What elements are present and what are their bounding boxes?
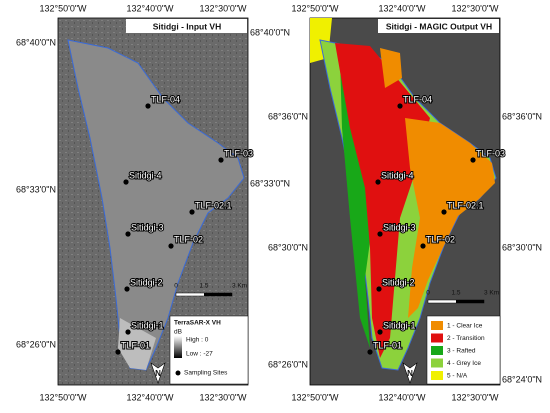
site-label: TLF-02.1 xyxy=(447,200,484,210)
latitude-label: 68°30'0"N xyxy=(502,242,542,252)
scale-label: 0 xyxy=(174,283,178,290)
north-label: N xyxy=(407,369,413,378)
latitude-label: 68°36'0"N xyxy=(502,111,542,121)
legend-label: 3 - Rafted xyxy=(447,348,476,355)
legend-low: Low : -27 xyxy=(186,351,213,358)
sampling-site xyxy=(189,209,195,215)
site-label: TLF-02.1 xyxy=(195,200,232,210)
latitude-label: 68°26'0"N xyxy=(16,339,56,349)
title-box xyxy=(126,19,247,33)
legend-high: High : 0 xyxy=(186,337,209,344)
legend-swatch xyxy=(431,321,443,330)
latitude-label: 68°40'0"N xyxy=(250,27,290,37)
latitude-label: 68°36'0"N xyxy=(268,111,308,121)
scale-label: 1.5 xyxy=(451,290,460,297)
sampling-site xyxy=(145,103,151,109)
site-label: Sitidgi-2 xyxy=(382,277,415,287)
site-label: Sitidgi-2 xyxy=(130,277,163,287)
legend-label: 4 - Grey Ice xyxy=(447,360,481,367)
longitude-label: 132°40'0"W xyxy=(126,392,174,402)
legend-ramp xyxy=(174,336,182,358)
longitude-label: 132°30'0"W xyxy=(199,392,247,402)
latitude-label: 68°26'0"N xyxy=(268,359,308,369)
sampling-site xyxy=(115,349,121,355)
latitude-label: 68°40'0"N xyxy=(16,37,56,47)
legend-title: TerraSAR-X VH xyxy=(174,320,221,327)
sampling-site xyxy=(377,231,383,237)
site-label: Sitidgi-3 xyxy=(131,222,164,232)
longitude-label: 132°50'0"W xyxy=(39,3,87,13)
sampling-site xyxy=(397,103,403,109)
legend-label: 2 - Transition xyxy=(447,335,485,342)
sampling-site xyxy=(420,243,426,249)
sampling-site xyxy=(124,286,130,292)
site-label: Sitidgi-4 xyxy=(381,170,414,180)
site-label: TLF-01 xyxy=(373,340,402,350)
sampling-site xyxy=(218,157,224,163)
clear-ice-area xyxy=(405,118,495,318)
legend-site-symbol xyxy=(175,370,181,376)
north-arrow xyxy=(150,362,166,384)
map-panel: TLF-04 TLF-03 Sitidgi-4 TLF-02.1 Sitidgi-3 TL… xyxy=(57,17,254,386)
site-label: TLF-02 xyxy=(174,234,203,244)
longitude-label: 132°50'0"W xyxy=(291,392,339,402)
sampling-site xyxy=(123,179,129,185)
clear-ice-patch xyxy=(380,48,402,88)
scale-label: 3 Km xyxy=(484,290,499,297)
site-label: TLF-03 xyxy=(224,148,253,158)
legend-swatch xyxy=(431,346,443,355)
latitude-label: 68°30'0"N xyxy=(268,242,308,252)
latitude-label: 68°24'0"N xyxy=(502,374,542,384)
sampling-site xyxy=(377,329,383,335)
legend-swatch xyxy=(431,333,443,343)
panel-title: Sitidgi - Input VH xyxy=(153,21,221,31)
legend-label: 5 - N/A xyxy=(447,373,468,380)
longitude-label: 132°30'0"W xyxy=(451,392,499,402)
scale-label: 1.5 xyxy=(199,283,208,290)
legend-swatch xyxy=(431,358,443,368)
sampling-site xyxy=(125,231,131,237)
north-arrow xyxy=(402,362,418,384)
legend-box xyxy=(169,315,249,385)
scale-bar-segment xyxy=(456,300,484,303)
latitude-label: 68°33'0"N xyxy=(16,184,56,194)
scale-bar-segment xyxy=(204,293,232,296)
sampling-site xyxy=(125,329,131,335)
sampling-site xyxy=(376,286,382,292)
site-label: Sitidgi-1 xyxy=(383,320,416,330)
site-label: Sitidgi-3 xyxy=(383,222,416,232)
site-label: TLF-03 xyxy=(476,148,505,158)
longitude-label: 132°50'0"W xyxy=(291,3,339,13)
longitude-label: 132°40'0"W xyxy=(378,392,426,402)
lake-shape xyxy=(67,39,245,371)
sampling-site xyxy=(441,209,447,215)
site-label: TLF-02 xyxy=(426,234,455,244)
sampling-site xyxy=(168,243,174,249)
longitude-label: 132°30'0"W xyxy=(199,3,247,13)
longitude-label: 132°30'0"W xyxy=(451,3,499,13)
scale-label: 3 Km xyxy=(232,283,247,290)
title-box xyxy=(378,19,499,33)
site-label: TLF-04 xyxy=(151,94,180,104)
site-label: Sitidgi-1 xyxy=(131,320,164,330)
site-label: TLF-01 xyxy=(121,340,150,350)
panel-title: Sitidgi - MAGIC Output VH xyxy=(386,21,492,31)
longitude-label: 132°40'0"W xyxy=(126,3,174,13)
site-label: Sitidgi-4 xyxy=(129,170,162,180)
sampling-site xyxy=(375,179,381,185)
legend-unit: dB xyxy=(174,329,182,336)
site-label: TLF-04 xyxy=(403,94,432,104)
longitude-label: 132°40'0"W xyxy=(378,3,426,13)
longitude-label: 132°50'0"W xyxy=(39,392,87,402)
legend-swatch xyxy=(431,371,443,380)
map-panel: TLF-04 TLF-03 Sitidgi-4 TLF-02.1 Sitidgi-3 TL… xyxy=(309,17,506,386)
sampling-site xyxy=(367,349,373,355)
legend-label: 1 - Clear Ice xyxy=(447,323,483,330)
sampling-site xyxy=(470,157,476,163)
latitude-label: 68°33'0"N xyxy=(250,178,290,188)
legend-sites: Sampling Sites xyxy=(184,370,228,377)
scale-label: 0 xyxy=(426,290,430,297)
north-label: N xyxy=(155,369,161,378)
